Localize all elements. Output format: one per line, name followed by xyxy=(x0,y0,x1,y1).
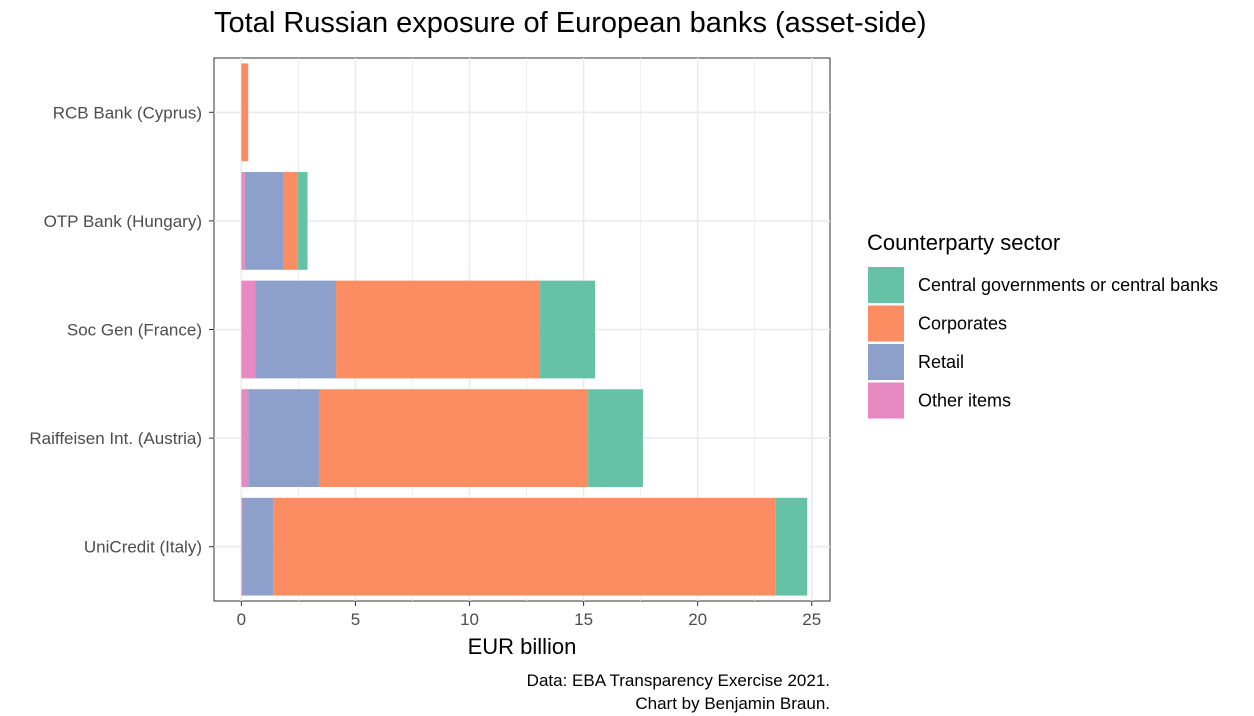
x-tick-label: 25 xyxy=(802,610,821,629)
x-tick-label: 15 xyxy=(574,610,593,629)
bar-segment xyxy=(244,172,284,270)
bar-segment xyxy=(241,172,245,270)
y-axis-ticks: RCB Bank (Cyprus) OTP Bank (Hungary) Soc G… xyxy=(29,103,214,557)
legend-label: Other items xyxy=(918,391,1011,411)
chart-title: Total Russian exposure of European banks… xyxy=(214,7,927,39)
bar-segment xyxy=(241,497,243,596)
legend-label: Retail xyxy=(918,352,964,372)
bar-segment xyxy=(588,389,643,487)
y-tick-label: Soc Gen (France) xyxy=(67,321,202,340)
x-tick-label: 5 xyxy=(351,610,360,629)
bar-segment xyxy=(775,497,808,596)
x-tick-label: 10 xyxy=(460,610,479,629)
legend-key xyxy=(868,305,904,342)
x-axis-ticks: 0 5 10 15 20 25 xyxy=(237,601,821,629)
bar-segment xyxy=(318,389,589,487)
bar-segment xyxy=(241,280,256,379)
legend-title: Counterparty sector xyxy=(867,230,1060,255)
y-tick-label: Raiffeisen Int. (Austria) xyxy=(29,429,202,448)
bar-segment xyxy=(242,497,274,596)
bar-segment xyxy=(539,280,596,379)
x-tick-label: 20 xyxy=(688,610,707,629)
legend-key xyxy=(868,267,904,303)
x-tick-label: 0 xyxy=(237,610,246,629)
y-tick-label: OTP Bank (Hungary) xyxy=(44,212,202,231)
bar-segment xyxy=(248,389,319,487)
caption-source: Data: EBA Transparency Exercise 2021. xyxy=(527,671,830,690)
x-axis-label: EUR billion xyxy=(468,634,577,659)
bar-segment xyxy=(255,280,337,379)
bar-segment xyxy=(297,172,308,270)
bar-segment xyxy=(273,497,776,596)
bar-segment xyxy=(241,63,249,162)
bars xyxy=(241,63,808,596)
legend-key xyxy=(868,344,904,380)
bar-segment xyxy=(283,172,298,270)
legend-key xyxy=(868,382,904,419)
legend-label: Corporates xyxy=(918,314,1007,334)
bar-segment xyxy=(336,280,540,379)
caption-author: Chart by Benjamin Braun. xyxy=(635,694,830,713)
legend: Counterparty sector Central governments … xyxy=(867,230,1218,419)
y-tick-label: UniCredit (Italy) xyxy=(84,538,202,557)
y-tick-label: RCB Bank (Cyprus) xyxy=(53,103,202,122)
bar-segment xyxy=(241,389,249,487)
legend-label: Central governments or central banks xyxy=(918,275,1218,295)
